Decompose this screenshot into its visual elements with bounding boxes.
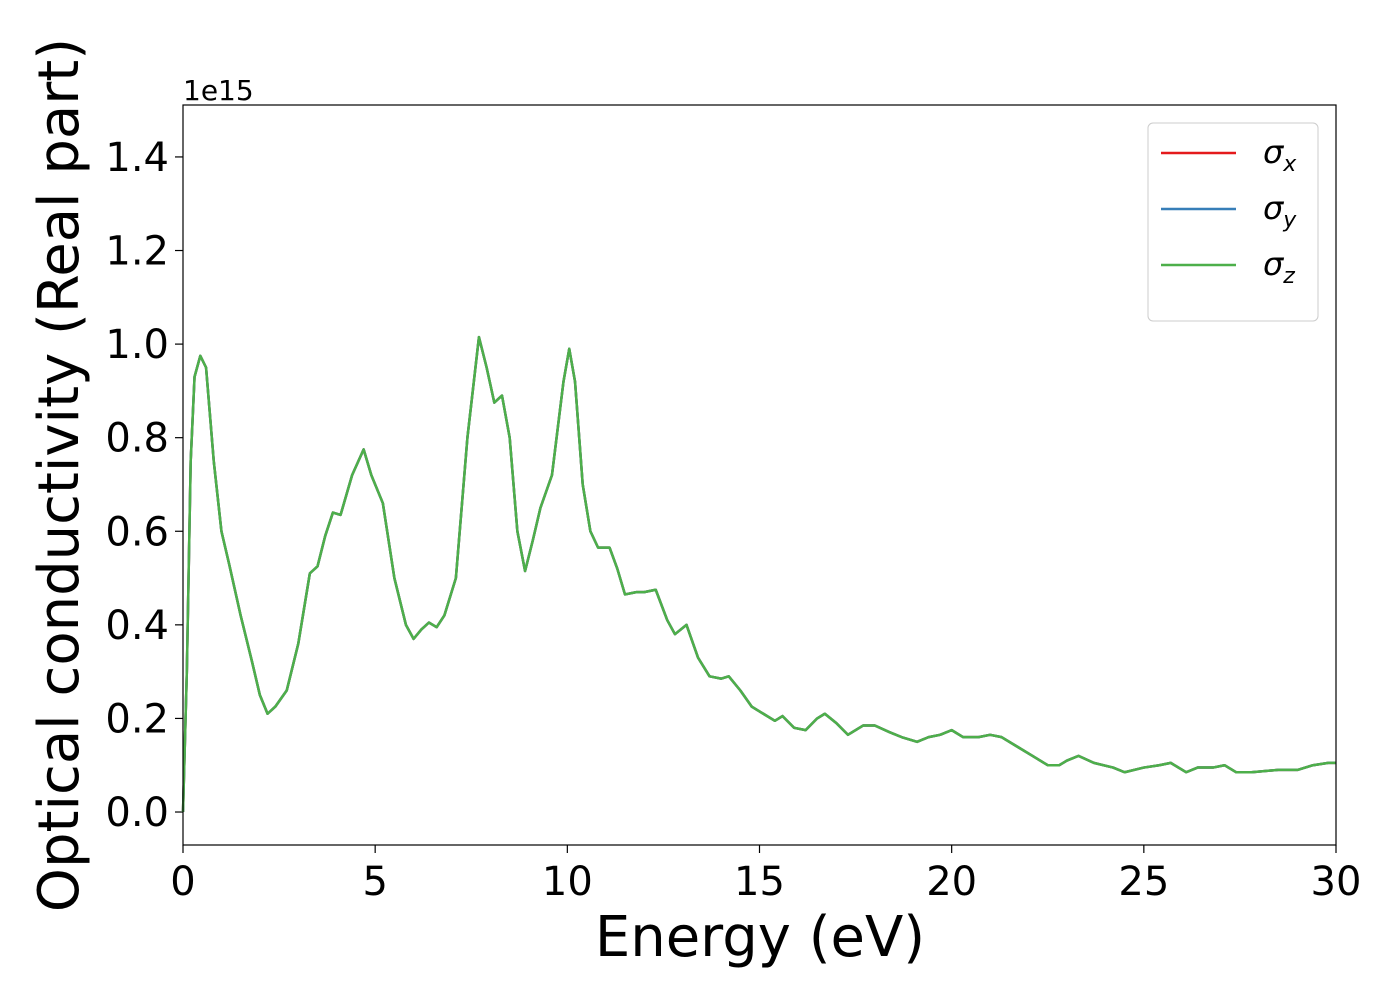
y-tick-label: 0.0	[105, 790, 169, 836]
y-tick-label: 0.4	[105, 603, 169, 649]
y-tick-label: 1.2	[105, 229, 169, 275]
y-tick-label: 0.2	[105, 696, 169, 742]
legend: σx σy σz	[1147, 122, 1319, 322]
y-tick-label: 1.0	[105, 322, 169, 368]
series-line	[181, 335, 1336, 813]
x-tick-label: 25	[1118, 859, 1169, 905]
legend-box	[1147, 122, 1319, 322]
legend-label: σy	[1263, 189, 1297, 233]
x-tick-label: 15	[734, 859, 785, 905]
x-axis-label: Energy (eV)	[595, 905, 925, 970]
y-tick-label: 0.6	[105, 509, 169, 555]
offset-text: 1e15	[183, 74, 254, 107]
legend-label: σx	[1263, 133, 1297, 177]
y-tick-label: 0.8	[105, 416, 169, 462]
x-tick-label: 5	[362, 859, 387, 905]
x-tick-label: 20	[926, 859, 977, 905]
plot-frame	[182, 104, 1337, 846]
x-tick-label: 0	[170, 859, 195, 905]
y-tick-label: 1.4	[105, 135, 169, 181]
legend-label: σz	[1263, 245, 1295, 289]
y-axis-label: Optical conductivity (Real part)	[27, 38, 92, 912]
x-tick-label: 10	[542, 859, 593, 905]
x-tick-label: 30	[1311, 859, 1362, 905]
